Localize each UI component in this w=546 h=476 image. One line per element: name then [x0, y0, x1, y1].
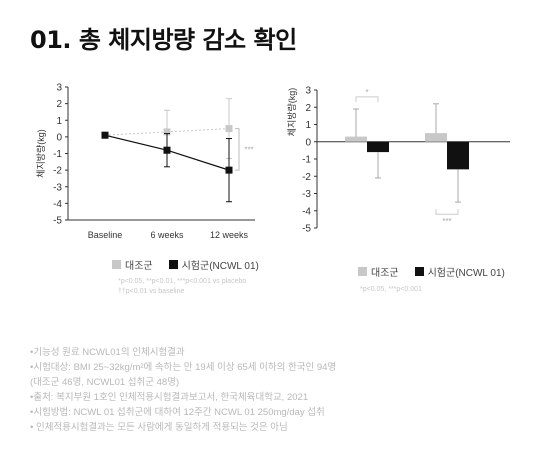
footnote: (대조군 46명, NCWL01 섭취군 48명): [30, 377, 180, 388]
significance-label: ***: [244, 145, 253, 154]
legend-label-placebo: 대조군: [125, 261, 153, 272]
y-tick-label: -3: [302, 189, 311, 200]
significance-label: ***: [442, 217, 451, 226]
bar: [447, 141, 469, 170]
significance-bracket: [435, 209, 459, 215]
y-tick-label: 1: [305, 120, 311, 131]
legend-swatch-placebo: [112, 260, 121, 269]
line-chart-legend: 대조군 시험군(NCWL 01): [112, 257, 259, 272]
legend-item-placebo-2: 대조군: [358, 264, 399, 279]
legend-item-placebo: 대조군: [112, 257, 153, 272]
legend-swatch-treatment: [168, 260, 178, 269]
data-point: [163, 128, 171, 136]
y-tick-label: -5: [53, 216, 62, 227]
y-tick-label: 2: [56, 99, 62, 110]
significance-label: *: [365, 88, 368, 97]
y-tick-label: -2: [53, 166, 62, 177]
legend-label-placebo-2: 대조군: [371, 268, 399, 279]
y-tick-label: 3: [305, 86, 311, 97]
data-point: [163, 146, 171, 154]
data-point: [225, 125, 233, 133]
series-line-segment: [104, 134, 168, 151]
line-chart: -5 -4 -3 -2 -1 0 1 2 3 Baseline 6 weeks 12 weeks 체지방…: [35, 83, 255, 240]
significance-bracket: [235, 128, 240, 171]
legend-swatch-treatment-2: [414, 267, 424, 276]
footnote: •시험방법: NCWL 01 섭취군에 대하여 12주간 NCWL 01 250…: [30, 407, 325, 418]
series-line-segment: [166, 128, 230, 133]
bar: [425, 133, 447, 142]
x-tick-label: Baseline: [88, 230, 123, 240]
significance-bracket: [355, 96, 379, 103]
y-tick-label: -3: [53, 182, 62, 193]
bar-chart-legend: 대조군 시험군(NCWL 01): [358, 264, 505, 279]
line-chart-note-1: *p<0.05, **p<0.01, ***p<0.001 vs placebo: [118, 278, 247, 285]
footnote: •출처: 복지부원 1호인 인체적용시험결과보고서, 한국체육대학교, 2021: [30, 392, 309, 403]
y-tick-label: 3: [56, 83, 62, 94]
legend-label-treatment: 시험군(NCWL 01): [181, 261, 259, 272]
footnote: • 인체적용시험결과는 모든 사람에게 동일하게 적용되는 것은 아님: [30, 422, 288, 433]
footnote: •시험대상: BMI 25~32kg/m²에 속하는 만 19세 이상 65세 …: [30, 362, 337, 373]
y-tick-label: 2: [305, 103, 311, 114]
data-point: [225, 166, 233, 174]
line-chart-note-2: ††p<0.01 vs baseline: [118, 288, 185, 295]
legend-item-treatment: 시험군(NCWL 01): [168, 257, 259, 272]
y-tick-label: -5: [302, 224, 311, 235]
bar: [367, 141, 389, 153]
legend-swatch-placebo-2: [358, 267, 367, 276]
legend-label-treatment-2: 시험군(NCWL 01): [427, 268, 505, 279]
bar: [345, 136, 367, 142]
y-tick-label: -4: [53, 199, 62, 210]
legend-item-treatment-2: 시험군(NCWL 01): [414, 264, 505, 279]
y-tick-label: -1: [302, 155, 311, 166]
data-point: [101, 131, 109, 139]
y-tick-label: 0: [56, 132, 62, 143]
y-tick-label: 1: [56, 116, 62, 127]
series-line-segment: [104, 131, 168, 136]
y-tick-label: -2: [302, 172, 311, 183]
series-line-segment: [166, 149, 230, 171]
bar-chart-note: *p<0.05, ***p<0.001: [360, 286, 422, 293]
x-tick-label: 6 weeks: [150, 230, 184, 240]
y-tick-label: 0: [305, 137, 311, 148]
y-tick-label: -4: [302, 206, 311, 217]
y-axis-label: 체지방량(kg): [286, 88, 297, 137]
x-tick-label: 12 weeks: [210, 230, 249, 240]
footnotes: •기능성 원료 NCWL01의 인체시험결과 •시험대상: BMI 25~32k…: [30, 345, 530, 435]
footnote: •기능성 원료 NCWL01의 인체시험결과: [30, 347, 185, 358]
y-tick-label: -1: [53, 149, 62, 160]
y-axis-label: 체지방량(kg): [35, 129, 46, 178]
page-title: 01. 총 체지방량 감소 확인: [30, 26, 297, 54]
